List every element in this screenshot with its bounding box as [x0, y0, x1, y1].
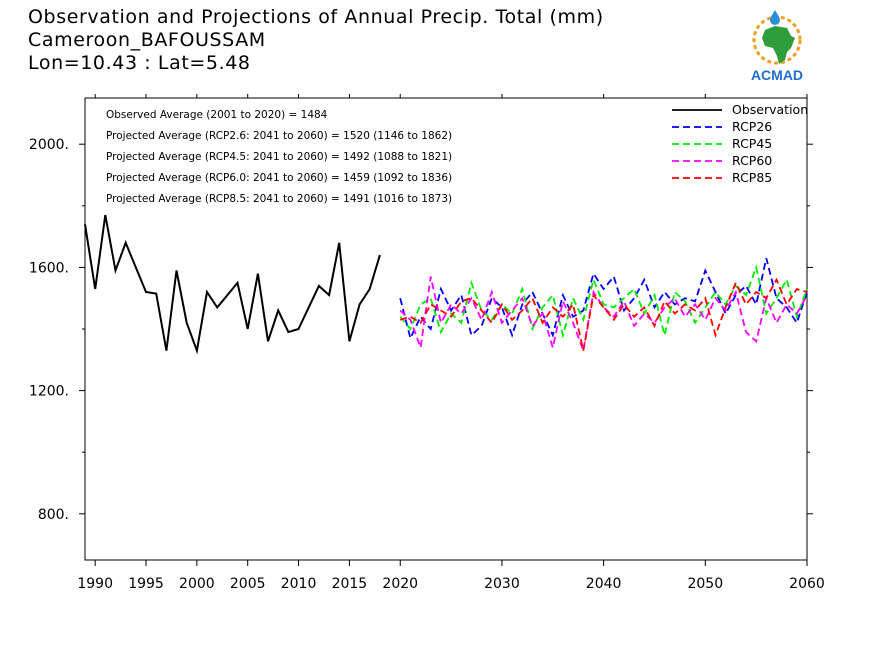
x-tick-label: 2015 — [332, 576, 368, 592]
x-tick-label: 2020 — [382, 576, 418, 592]
logo-text: ACMAD — [751, 67, 803, 83]
station-name: Cameroon_BAFOUSSAM — [28, 29, 266, 51]
series-line — [399, 276, 808, 355]
chart-title: Observation and Projections of Annual Pr… — [28, 6, 604, 28]
annotations: Observed Average (2001 to 2020) = 1484 Pr… — [106, 109, 452, 205]
acmad-africa-logo-icon — [752, 10, 802, 65]
acmad-logo: ACMAD — [751, 10, 803, 83]
x-tick-label: 1990 — [77, 576, 113, 592]
x-tick-label: 2005 — [230, 576, 266, 592]
legend-label: Observation — [732, 102, 808, 117]
x-tick-label: 2060 — [789, 576, 825, 592]
legend-label: RCP85 — [732, 170, 772, 185]
axes-layer: 800. 1200. 1600. 2000. 1990 1995 2000 2005 2010 2… — [29, 94, 825, 592]
series-rcp85 — [399, 277, 808, 351]
legend-label: RCP26 — [732, 119, 772, 134]
series-rcp26 — [399, 257, 808, 341]
x-tick-label: 2030 — [484, 576, 520, 592]
annotation-line: Projected Average (RCP2.6: 2041 to 2060)… — [106, 130, 452, 142]
legend: Observation RCP26 RCP45 RCP60 RCP85 — [672, 102, 808, 185]
y-tick-label: 1200. — [29, 384, 69, 400]
series-line — [399, 264, 808, 339]
series-line — [84, 214, 381, 355]
annotation-line: Projected Average (RCP8.5: 2041 to 2060)… — [106, 193, 452, 205]
title-block: Observation and Projections of Annual Pr… — [28, 6, 604, 75]
plot-frame — [84, 97, 808, 561]
legend-label: RCP60 — [732, 153, 772, 168]
series-rcp45 — [399, 264, 808, 339]
series-rcp60 — [399, 276, 808, 355]
y-tick-label: 2000. — [29, 137, 69, 153]
x-tick-label: 2040 — [586, 576, 622, 592]
annotation-line: Projected Average (RCP6.0: 2041 to 2060)… — [106, 172, 452, 184]
series-layer — [84, 214, 808, 355]
legend-label: RCP45 — [732, 136, 772, 151]
x-tick-label: 1995 — [128, 576, 164, 592]
series-line — [399, 257, 808, 341]
station-coordinates: Lon=10.43 : Lat=5.48 — [28, 52, 251, 74]
y-tick-label: 800. — [38, 507, 69, 523]
series-observation — [84, 214, 381, 355]
annotation-line: Observed Average (2001 to 2020) = 1484 — [106, 109, 328, 121]
x-tick-label: 2010 — [281, 576, 317, 592]
series-line — [399, 277, 808, 351]
x-tick-label: 2000 — [179, 576, 215, 592]
y-tick-label: 1600. — [29, 260, 69, 276]
annotation-line: Projected Average (RCP4.5: 2041 to 2060)… — [106, 151, 452, 163]
x-tick-label: 2050 — [687, 576, 723, 592]
